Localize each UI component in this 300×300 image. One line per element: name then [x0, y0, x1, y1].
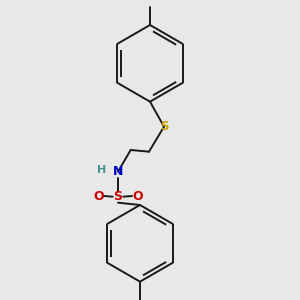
- Text: S: S: [160, 120, 168, 133]
- Text: O: O: [132, 190, 142, 202]
- Text: N: N: [113, 165, 123, 178]
- Text: H: H: [98, 165, 106, 175]
- Text: O: O: [93, 190, 104, 202]
- Text: S: S: [113, 190, 122, 203]
